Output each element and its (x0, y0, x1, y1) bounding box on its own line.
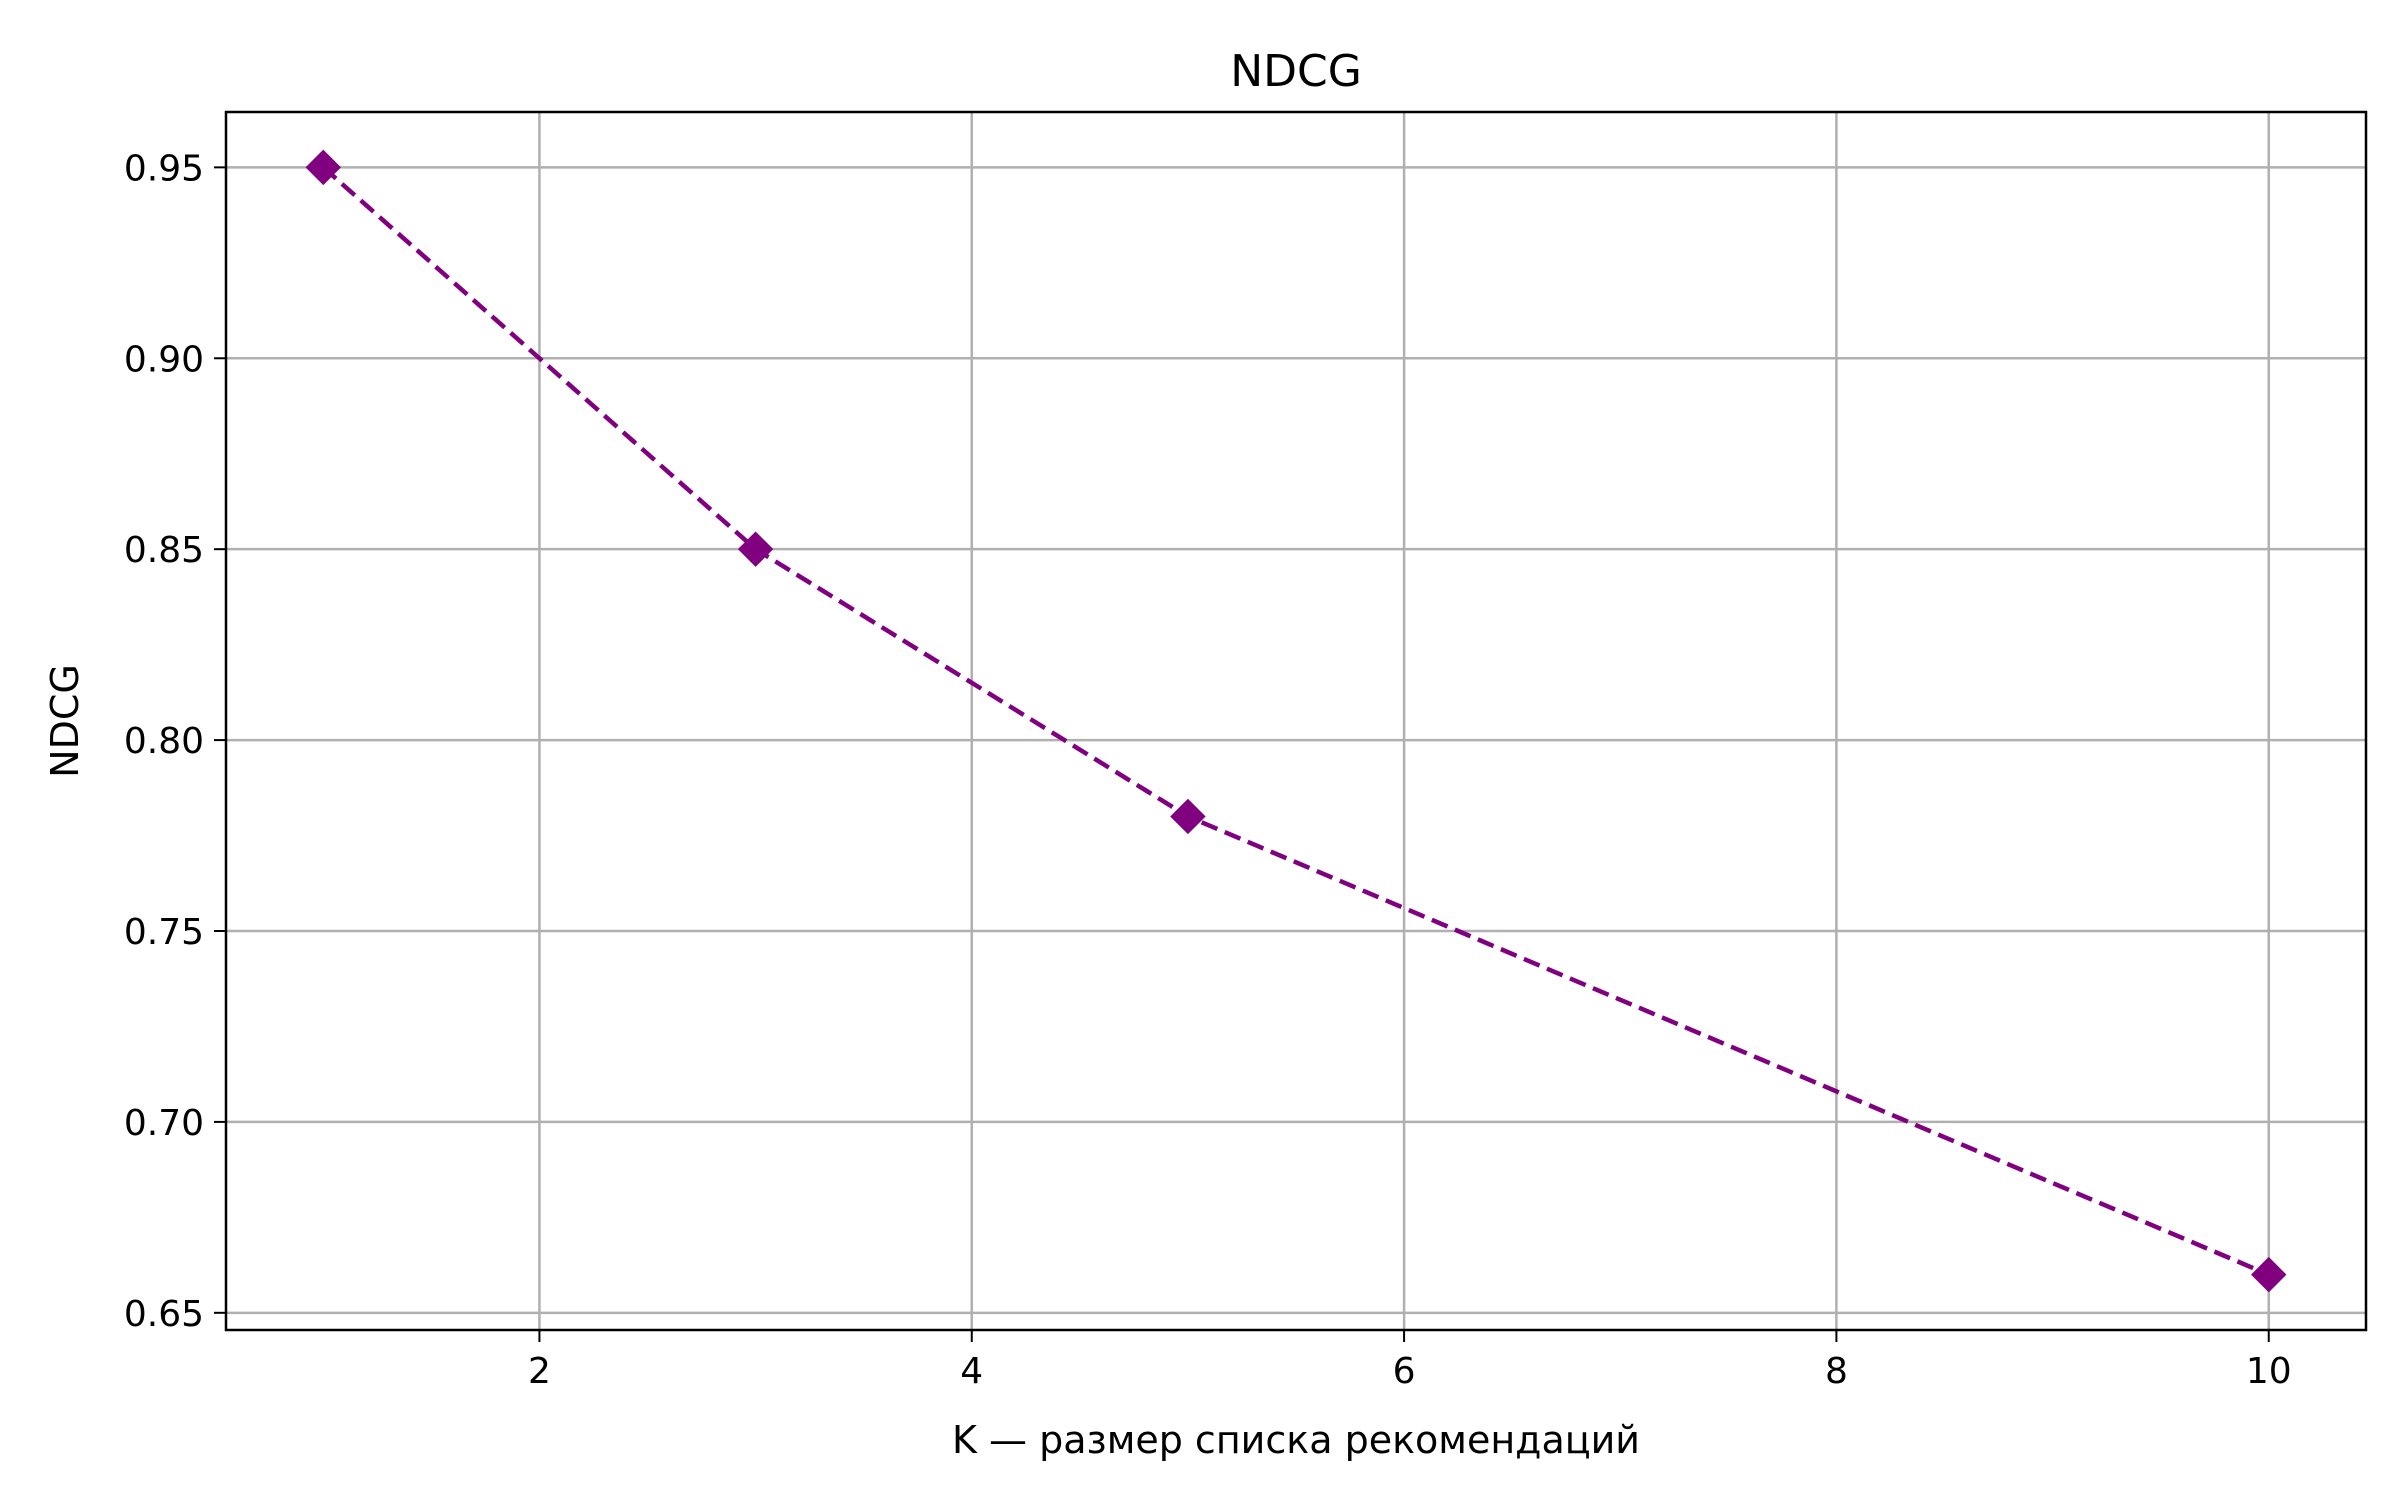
grid-lines (226, 112, 2366, 1330)
data-point-k10 (2251, 1256, 2287, 1293)
y-tick-label: 0.95 (124, 148, 204, 189)
x-tick-label: 2 (528, 1351, 551, 1392)
x-axis-label: K — размер списка рекомендаций (952, 1418, 1640, 1462)
y-tick-label: 0.85 (124, 530, 204, 571)
series-line (321, 165, 2270, 1277)
x-tick-label: 8 (1825, 1351, 1848, 1392)
chart-title: NDCG (1230, 46, 1362, 97)
data-point-k5 (1170, 798, 1206, 835)
y-tick-label: 0.90 (124, 339, 204, 380)
x-tick-label: 6 (1393, 1351, 1416, 1392)
data-point-k1 (305, 149, 341, 186)
data-point-k3 (737, 531, 774, 567)
axis-ticks: 2 4 6 8 10 0.65 0.70 0.75 0.80 0.85 0.90 0.95 (124, 148, 2292, 1392)
series-layer (305, 149, 2287, 1293)
y-tick-label: 0.65 (124, 1294, 204, 1335)
y-axis-label: NDCG (43, 664, 87, 778)
y-tick-label: 0.80 (124, 721, 204, 762)
x-tick-label: 10 (2246, 1351, 2292, 1392)
plot-frame (224, 110, 2368, 1332)
y-tick-label: 0.70 (124, 1103, 204, 1144)
x-tick-label: 4 (960, 1351, 983, 1392)
y-tick-label: 0.75 (124, 912, 204, 953)
